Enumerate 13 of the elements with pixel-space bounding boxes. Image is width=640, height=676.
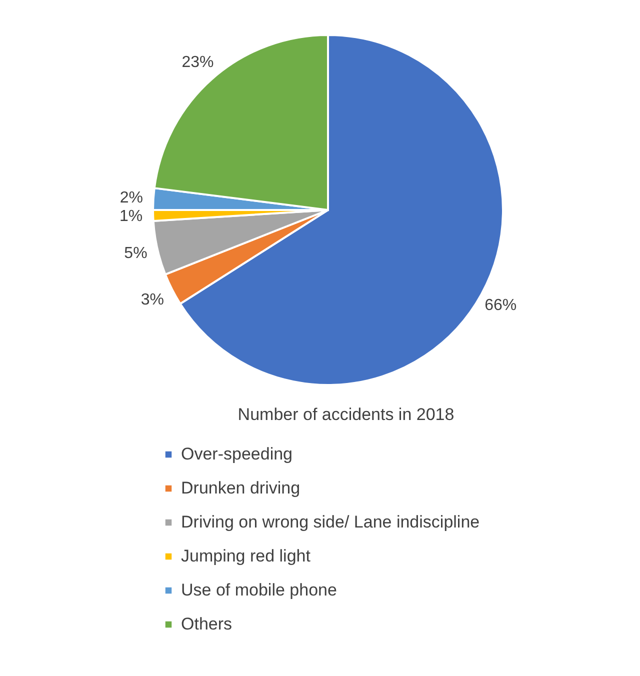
legend-label: Others — [181, 614, 232, 634]
data-label: 1% — [120, 208, 143, 226]
data-label: 23% — [182, 54, 214, 72]
legend-label: Drunken driving — [181, 478, 300, 498]
legend-label: Jumping red light — [181, 546, 311, 566]
legend-label: Over-speeding — [181, 444, 293, 464]
data-label: 5% — [124, 244, 148, 262]
data-label: 66% — [484, 296, 517, 314]
text: Number of accidents in 2018 — [238, 405, 454, 424]
legend-label: Use of mobile phone — [181, 580, 337, 600]
data-label: 2% — [120, 190, 143, 207]
data-label: 3% — [140, 291, 164, 308]
legend-label: Driving on wrong side/ Lane indiscipline — [181, 512, 480, 532]
